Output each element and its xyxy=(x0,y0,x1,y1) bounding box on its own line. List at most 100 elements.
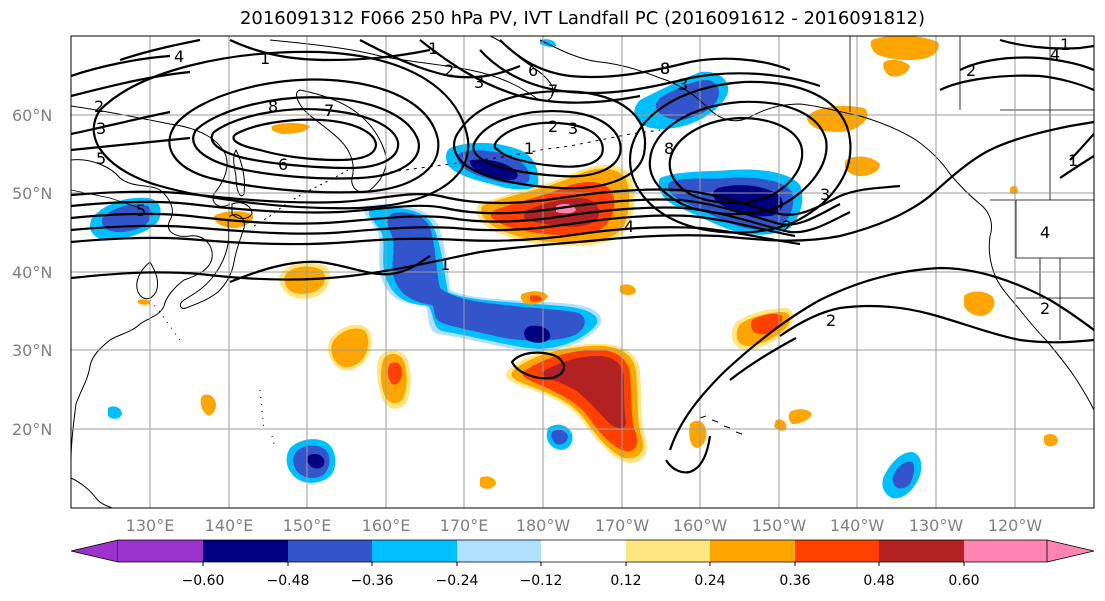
colorbar-tick-label: −0.60 xyxy=(182,573,225,589)
contour-north-mid-loop-3 xyxy=(452,90,647,190)
aleutian-islands xyxy=(389,129,661,173)
warm-okhotsk xyxy=(271,123,310,134)
warm-arctic-1 xyxy=(870,35,939,60)
warm-arctic-2 xyxy=(883,59,910,77)
contour-north-upper-5 xyxy=(229,39,431,62)
contour-north-west-loop-2 xyxy=(210,108,400,170)
warm-california xyxy=(964,291,995,316)
colorbar-tick-label: 0.60 xyxy=(948,573,979,589)
colorbar-segment xyxy=(457,540,541,562)
warm-bc-coast xyxy=(844,156,880,176)
warm-hawaii-1 xyxy=(689,420,707,448)
contour-label: 5 xyxy=(96,149,106,168)
contour-label: 3 xyxy=(474,73,484,92)
lon-label-140e: 140°E xyxy=(205,516,254,535)
contour-ne-4 xyxy=(1069,133,1095,161)
contour-label: 1 xyxy=(440,255,450,274)
contour-label: 3 xyxy=(568,119,578,138)
colorbar-segment xyxy=(541,540,626,562)
warm-speck-2-red xyxy=(530,295,542,302)
map-frame xyxy=(70,35,1095,509)
contour-label: 2 xyxy=(94,97,104,116)
blue-streak-dark xyxy=(524,325,551,343)
blue-streak-mid xyxy=(387,212,585,341)
colorbar-segment xyxy=(626,540,710,562)
contour-east-trough-2 xyxy=(665,435,712,474)
contour-band-1 xyxy=(70,184,901,216)
warm-speck-5 xyxy=(1044,434,1058,447)
colorbar: −0.60 −0.48 −0.36 −0.24 −0.12 0.12 0.24 … xyxy=(70,539,1095,589)
warm-hawaii-2 xyxy=(788,409,812,424)
contour-label: 4 xyxy=(1040,223,1050,242)
contour-label: 2 xyxy=(444,61,454,80)
lon-label-150w: 150°W xyxy=(752,516,807,535)
contour-label: 8 xyxy=(660,59,670,78)
longitude-labels: 130°E 140°E 150°E 160°E 170°E 180°W 170°… xyxy=(126,516,1043,535)
contour-label: 8 xyxy=(268,97,278,116)
colorbar-tick-labels: −0.60 −0.48 −0.36 −0.24 −0.12 0.12 0.24 … xyxy=(182,573,980,589)
colorbar-ticks xyxy=(202,562,965,566)
contour-east-trough-1 xyxy=(668,266,1095,451)
contour-east-trough-4 xyxy=(729,337,797,381)
contour-north-east-loop-1 xyxy=(648,100,828,216)
lon-label-160w: 160°W xyxy=(673,516,728,535)
contour-ne-1 xyxy=(959,56,1095,72)
kuril-islands xyxy=(253,169,349,227)
blue-central-pac-south-mid xyxy=(551,429,568,445)
lat-label-40: 40°N xyxy=(12,263,52,282)
lon-label-160e: 160°E xyxy=(362,516,411,535)
warm-speck-3 xyxy=(620,284,636,295)
na-west-coastline xyxy=(988,235,1095,411)
contour-label: 5 xyxy=(136,201,146,220)
lon-label-120w: 120°W xyxy=(988,516,1043,535)
contour-east-trough-3 xyxy=(779,304,1095,344)
contour-label: 6 xyxy=(528,61,538,80)
contour-label: 4 xyxy=(174,47,184,66)
lat-label-30: 30°N xyxy=(12,341,52,360)
warm-speck-6 xyxy=(1010,185,1018,195)
lon-label-140w: 140°W xyxy=(830,516,885,535)
lon-label-130e: 130°E xyxy=(126,516,175,535)
contour-north-upper-6 xyxy=(119,38,201,62)
colorbar-tick-label: −0.36 xyxy=(351,573,394,589)
lon-label-150e: 150°E xyxy=(283,516,332,535)
colorbar-left-arrow xyxy=(70,539,119,563)
contour-north-east-loop-3 xyxy=(628,80,852,234)
colorbar-tick-label: −0.12 xyxy=(520,573,563,589)
warm-nw-pac-2-red xyxy=(387,362,402,385)
contour-label: 2 xyxy=(966,61,976,80)
lat-label-50: 50°N xyxy=(12,184,52,203)
contour-band-2 xyxy=(70,198,841,226)
contour-label: 1 xyxy=(1068,151,1078,170)
contour-label: 1 xyxy=(1060,35,1070,54)
contour-band-6 xyxy=(70,120,1095,281)
blue-speck-1 xyxy=(108,406,122,419)
contour-label: 4 xyxy=(624,217,634,236)
gridlines xyxy=(71,36,1094,508)
colorbar-tick-label: 0.12 xyxy=(610,573,641,589)
contour-ne-2 xyxy=(939,74,1095,92)
contour-north-upper-3 xyxy=(419,39,641,104)
contour-label: 8 xyxy=(664,139,674,158)
colorbar-tick-label: 0.36 xyxy=(779,573,810,589)
contour-label: 3 xyxy=(678,75,688,94)
contour-north-upper-10 xyxy=(70,136,191,152)
contour-north-mid-loop-2 xyxy=(493,121,604,168)
contour-labels: 1 2 3 4 5 6 7 8 1 2 3 4 5 6 7 8 1 2 3 1 … xyxy=(94,35,1078,330)
contour-label: 2 xyxy=(1040,299,1050,318)
blue-aleutian-west-dark xyxy=(469,159,518,180)
colorbar-tick-label: −0.24 xyxy=(436,573,479,589)
contour-label: 4 xyxy=(1050,45,1060,64)
hokkaido-coastline xyxy=(231,202,253,219)
contour-label: 8 xyxy=(660,59,670,78)
contour-label: 6 xyxy=(278,155,288,174)
contour-north-west-loop-3 xyxy=(232,118,378,162)
contour-north-east-loop-2 xyxy=(668,116,804,205)
warm-gulf-alaska xyxy=(807,106,868,132)
warm-speck-7 xyxy=(138,299,151,305)
contour-label: 3 xyxy=(96,119,106,138)
contour-label: 7 xyxy=(548,81,558,100)
contour-dateline-loop xyxy=(510,351,565,380)
lon-label-170e: 170°E xyxy=(440,516,489,535)
